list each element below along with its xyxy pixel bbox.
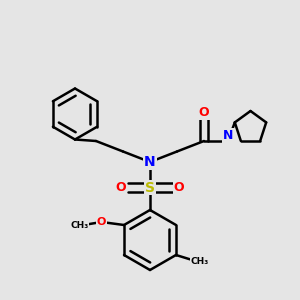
Text: N: N (223, 129, 233, 142)
Text: CH₃: CH₃ (191, 256, 209, 266)
Text: O: O (116, 181, 126, 194)
Text: O: O (97, 217, 106, 227)
Text: O: O (174, 181, 184, 194)
Text: N: N (144, 155, 156, 169)
Text: O: O (199, 106, 209, 119)
Text: CH₃: CH₃ (71, 220, 89, 230)
Text: S: S (145, 181, 155, 194)
